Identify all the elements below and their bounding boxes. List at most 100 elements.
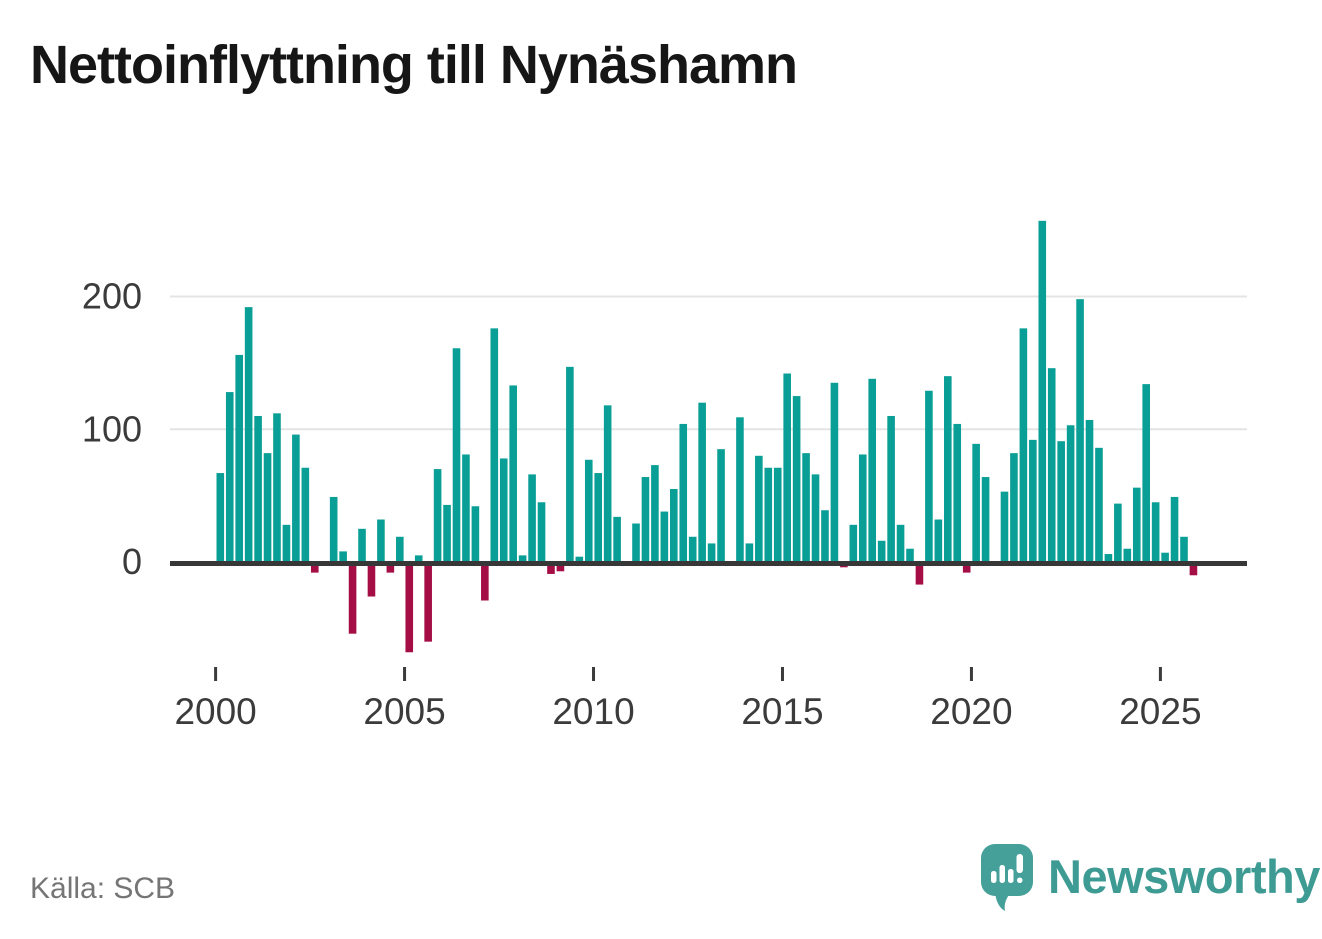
bar [509,385,517,562]
bar [499,458,508,562]
bar [651,465,659,562]
chart-title: Nettoinflyttning till Nynäshamn [30,35,798,95]
bar [764,467,773,562]
bar [575,556,584,562]
source-label: Källa: SCB [30,872,176,905]
bar [386,562,395,573]
bar [235,354,243,562]
bar [915,562,924,585]
bar [632,523,640,562]
bar [377,519,385,562]
bar [1019,328,1028,562]
x-axis-tick-label: 2025 [1119,691,1201,732]
bar [424,562,432,642]
bar [858,454,867,562]
bar [301,467,310,562]
bar [811,474,820,562]
bar [584,459,593,562]
bar [481,562,489,601]
bar [471,506,480,562]
bar [566,366,574,562]
bar [1038,220,1047,562]
bar [310,562,319,573]
x-axis-tick-label: 2000 [174,691,256,732]
bar [254,415,262,562]
bar [1180,536,1188,562]
bar [641,477,650,562]
bar [216,473,225,562]
bar [745,543,754,562]
bar [282,524,291,562]
x-axis-tick-label: 2010 [552,691,634,732]
bar [613,516,621,562]
bar [736,417,744,562]
bar [1095,447,1103,562]
bar [783,373,791,562]
bar [518,555,527,562]
bar [972,443,980,562]
bar [877,540,886,562]
bar [896,524,905,562]
bar [462,454,470,562]
bar [348,562,357,634]
bar [528,474,536,562]
bar [1066,425,1075,562]
bar [547,562,555,574]
bar [405,562,414,653]
bar [225,392,234,562]
bar [660,511,669,562]
bar [1151,502,1160,562]
bar [688,536,697,562]
bar [273,413,281,562]
bar [1000,491,1009,562]
bar [849,524,858,562]
y-axis-tick-label: 100 [82,408,142,449]
bar [556,562,565,572]
bar [339,551,347,562]
y-axis-tick-label: 200 [82,276,142,317]
bar [263,453,272,562]
bar [1189,562,1198,576]
bar [1132,487,1141,562]
bar [717,449,725,562]
bar [292,434,300,562]
bar [367,562,376,597]
y-axis-tick-label: 0 [122,541,142,582]
bar [594,473,603,562]
bar [1085,419,1094,562]
bar [679,423,688,562]
bar [953,423,962,562]
bar [396,536,404,562]
newsworthy-bubble-icon [981,844,1033,911]
bar [414,555,423,562]
bar [329,496,338,562]
bar [934,519,943,562]
bar [707,543,716,562]
bar [906,548,914,562]
bar [603,405,612,562]
x-axis-tick-label: 2015 [741,691,823,732]
bar [244,307,253,562]
bar [1123,548,1132,562]
bar [452,348,461,562]
bar [868,378,877,562]
bar [887,415,895,562]
bar [443,504,451,562]
bar [1010,453,1018,562]
bar [1057,441,1065,562]
bar [755,455,763,562]
x-axis-tick-label: 2005 [363,691,445,732]
bar [537,502,546,562]
newsworthy-wordmark: Newsworthy [1048,850,1320,903]
newsworthy-logo: Newsworthy [980,843,1320,913]
bar [773,467,782,562]
bar [433,469,442,562]
bar [1170,496,1179,562]
bar [1114,503,1122,562]
bar [943,376,952,562]
bar [981,477,990,562]
bar [962,562,971,573]
bar [1104,554,1113,562]
bar [670,488,678,562]
